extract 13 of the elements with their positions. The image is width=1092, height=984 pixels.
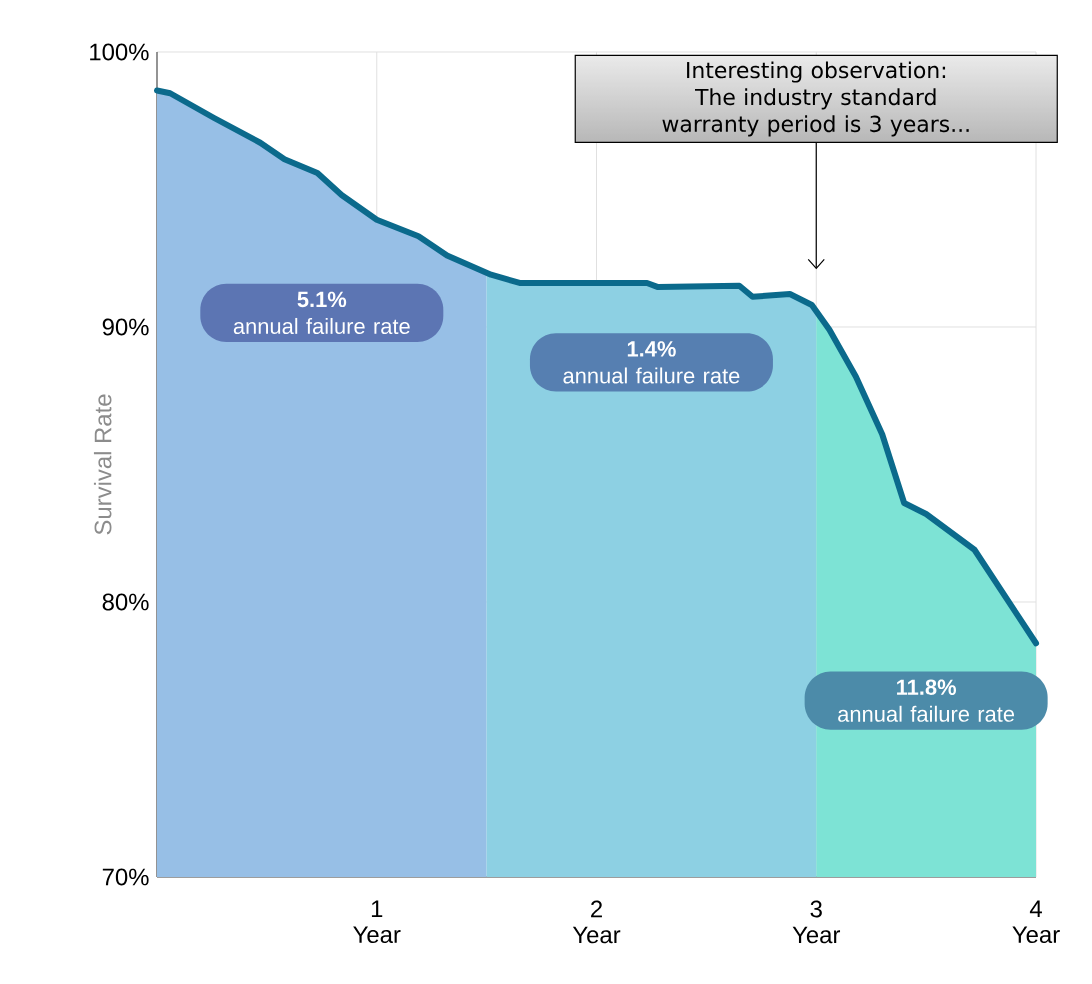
x-tick-label: 4 Year: [1012, 900, 1060, 944]
x-tick-label: 1 Year: [353, 900, 401, 944]
y-tick-label: 90%: [102, 318, 149, 336]
y-tick-label: 70%: [102, 868, 149, 886]
y-tick-label: 100%: [90, 43, 149, 61]
x-tick-label: 3 Year: [792, 900, 841, 944]
y-axis-title: Survival Rate: [93, 394, 112, 535]
y-tick-label: 80%: [102, 593, 149, 611]
x-tick-label: 2 Year: [572, 900, 621, 944]
band-label: 11.8% annual failure rate: [838, 679, 1015, 722]
band-label: 1.4% annual failure rate: [563, 341, 740, 384]
annotation: Interesting observation: The industry standard warranty period is 3 years...: [662, 61, 969, 137]
band-label: 5.1% annual failure rate: [233, 291, 410, 335]
